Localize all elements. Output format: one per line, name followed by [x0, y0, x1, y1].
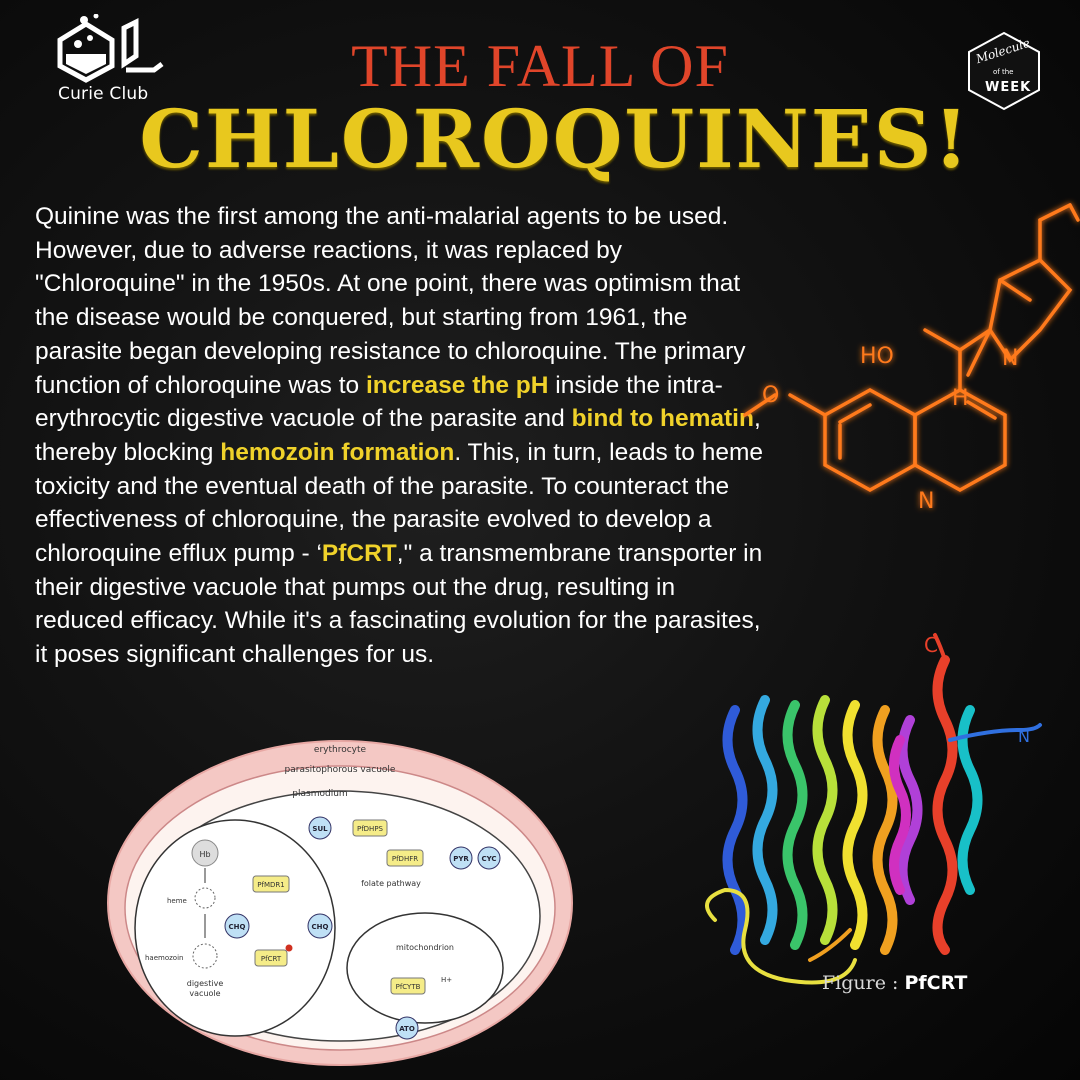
label-vacuole: vacuole	[189, 989, 220, 998]
methoxy-o-label: O	[762, 383, 779, 408]
h-label: H	[952, 386, 969, 411]
ato-label: ATO	[399, 1025, 415, 1033]
erythrocyte-diagram: erythrocyte parasitophorous vacuole plas…	[107, 740, 573, 1066]
mitochondrion-label: mitochondrion	[396, 943, 454, 952]
chq-outer-label: CHQ	[312, 923, 329, 931]
pyr-label: PYR	[453, 855, 469, 863]
highlight-increase-ph: increase the pH	[365, 371, 549, 399]
figure-name: PfCRT	[904, 972, 968, 994]
pfdhps-label: PfDHPS	[357, 825, 384, 833]
curie-club-logo: Curie Club	[50, 14, 170, 106]
label-erythrocyte: erythrocyte	[314, 745, 367, 755]
protein-n-terminus-label: N	[1018, 727, 1030, 746]
label-plasmodium: plasmodium	[292, 789, 347, 799]
mitochondrion	[346, 912, 504, 1024]
label-digestive: digestive	[187, 979, 224, 988]
badge-week: WEEK	[985, 80, 1032, 95]
quinoline-n-label: N	[918, 489, 934, 514]
molecule-of-the-week-badge: Molecule of the WEEK	[963, 30, 1045, 112]
label-haemozoin: haemozoin	[145, 954, 183, 962]
pfcrt-diagram-label: PfCRT	[261, 955, 282, 963]
body-text-5: ," a transmembrane transporter in their …	[35, 540, 763, 669]
body-text-4: . This, in turn, leads to heme toxicity …	[35, 438, 764, 568]
title-line-2: CHLOROQUINES!	[139, 92, 971, 186]
brand-name: Curie Club	[58, 84, 149, 104]
highlight-bind-hematin: bind to hematin	[571, 405, 754, 433]
label-heme: heme	[167, 897, 187, 905]
cyc-label: CYC	[481, 855, 496, 863]
badge-of-the: of the	[993, 68, 1014, 76]
label-parasitophorous-vacuole: parasitophorous vacuole	[285, 765, 396, 775]
highlight-hemozoin: hemozoin formation	[220, 438, 455, 466]
chq-inner-label: CHQ	[229, 923, 246, 931]
pfcytb-label: PfCYTB	[396, 983, 421, 991]
body-text-3: , thereby blocking	[35, 405, 761, 466]
pfdhfr-label: PfDHFR	[392, 855, 418, 863]
folate-pathway-label: folate pathway	[361, 879, 421, 888]
label-hb: Hb	[199, 850, 210, 859]
sul-label: SUL	[312, 825, 328, 833]
body-text-2: inside the intra-erythrocytic digestive …	[35, 371, 723, 433]
highlight-pfcrt: PfCRT	[321, 540, 397, 568]
quinine-structure: O HO N H N	[743, 203, 1080, 514]
protein-c-terminus-label: C	[924, 633, 938, 657]
hexagon-badge-icon	[968, 31, 1040, 111]
title-line-1: THE FALL OF	[351, 33, 729, 99]
figure-caption: Figure : PfCRT	[822, 972, 967, 994]
pfmdr1-label: PfMDR1	[257, 881, 284, 889]
figure-label: Figure :	[822, 972, 899, 994]
body-text-1: Quinine was the first among the anti-mal…	[35, 203, 746, 399]
ho-label: HO	[860, 344, 894, 369]
pfcrt-protein-illustration: C N	[705, 633, 1042, 985]
quinuclidine-n-label: N	[1002, 346, 1018, 371]
h-plus-label: H+	[441, 976, 452, 984]
body-paragraph: Quinine was the first among the anti-mal…	[35, 200, 765, 672]
flask-icon	[57, 14, 164, 83]
